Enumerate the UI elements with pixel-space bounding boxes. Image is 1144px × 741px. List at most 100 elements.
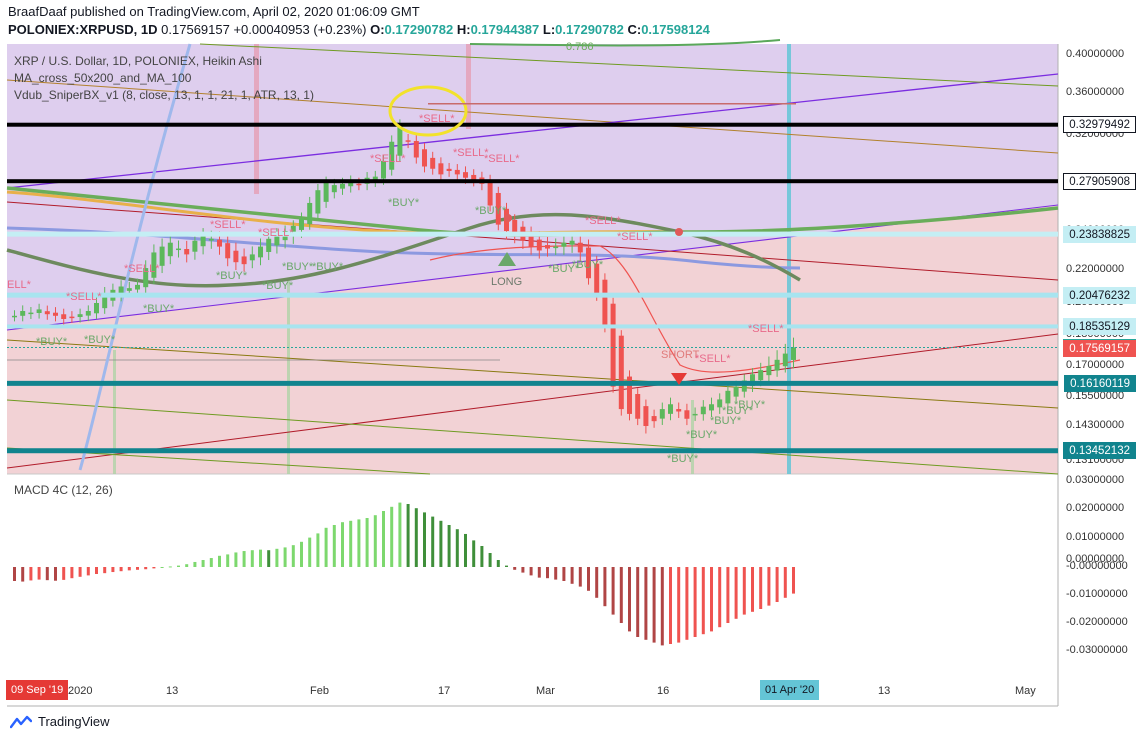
price-tick: 0.36000000	[1066, 86, 1125, 98]
cross-dot	[675, 228, 683, 236]
candle-body	[208, 238, 214, 241]
macd-bar	[677, 567, 681, 643]
macd-bar	[439, 520, 443, 567]
candle-body	[69, 316, 75, 319]
svg-text:*SELL*: *SELL*	[484, 153, 520, 165]
macd-bar	[496, 560, 500, 567]
macd-bar	[152, 567, 156, 569]
macd-bar	[242, 551, 246, 567]
macd-bar	[775, 567, 779, 602]
macd-bar	[767, 567, 771, 606]
horizontal-level[interactable]	[7, 324, 1058, 329]
indicator-ma-cross[interactable]: MA_cross_50x200_and_MA_100	[14, 71, 192, 85]
horizontal-level[interactable]	[7, 179, 1058, 184]
macd-bar	[45, 567, 49, 581]
candle-body	[118, 286, 124, 296]
candle-body	[774, 359, 780, 371]
macd-bar	[546, 567, 549, 579]
svg-text:*BUY*: *BUY*	[710, 415, 742, 427]
macd-bar	[103, 567, 107, 574]
macd-bar	[341, 522, 344, 567]
horizontal-level[interactable]	[7, 231, 1058, 237]
candle-body	[717, 399, 723, 408]
time-tick: 2020	[68, 685, 93, 697]
low-label: L:	[542, 22, 556, 37]
macd-bar	[505, 565, 508, 567]
candle-body	[249, 254, 255, 261]
macd-bar	[726, 567, 730, 623]
candle-body	[200, 234, 206, 247]
macd-bar	[275, 548, 279, 567]
event-marker	[466, 44, 471, 129]
chart-title[interactable]: XRP / U.S. Dollar, 1D, POLONIEX, Heikin …	[14, 54, 262, 68]
candle-body	[356, 183, 362, 186]
time-tick: 13	[166, 685, 179, 697]
candle-body	[151, 252, 157, 278]
candle-body	[577, 242, 583, 253]
candle-body	[20, 311, 26, 316]
macd-bar	[37, 567, 41, 580]
svg-text:*BUY*: *BUY*	[143, 303, 175, 315]
candle-body	[225, 243, 231, 259]
close-value: 0.17598124	[641, 22, 710, 37]
candle-body	[397, 125, 403, 156]
macd-bar	[398, 502, 402, 567]
macd-bar	[521, 567, 525, 573]
horizontal-level[interactable]	[7, 292, 1058, 298]
svg-text:*SELL*: *SELL*	[210, 219, 246, 231]
candle-body	[28, 312, 34, 315]
symbol-info[interactable]: POLONIEX:XRPUSD, 1D	[8, 22, 158, 37]
macd-bar	[792, 567, 795, 594]
svg-text:*SELL*: *SELL*	[124, 263, 160, 275]
candle-body	[438, 163, 444, 175]
svg-text:*BUY*: *BUY*	[312, 261, 344, 273]
macd-bar	[357, 519, 361, 567]
macd-bar	[464, 533, 467, 567]
candle-body	[340, 183, 345, 189]
candle-body	[323, 182, 329, 202]
macd-bar	[300, 541, 303, 567]
macd-pane-bg	[7, 474, 1058, 706]
price-label: 0.23838825	[1063, 225, 1136, 243]
macd-bar	[250, 550, 254, 567]
candle-body	[487, 180, 493, 206]
macd-tick: -0.02000000	[1066, 616, 1128, 628]
candle-body	[241, 256, 247, 265]
candle-body	[471, 174, 477, 180]
tradingview-footer[interactable]: TradingView	[10, 714, 110, 729]
macd-tick: 0.01000000	[1066, 531, 1125, 543]
svg-text:*SELL*: *SELL*	[419, 113, 455, 125]
tradingview-brand: TradingView	[38, 714, 110, 729]
horizontal-level[interactable]	[7, 448, 1058, 454]
candle-body	[545, 245, 550, 249]
macd-bar	[349, 520, 353, 567]
time-tick: Feb	[310, 685, 329, 697]
candle-body	[668, 404, 673, 414]
macd-bar	[29, 567, 33, 581]
candle-body	[643, 406, 649, 426]
candle-body	[184, 249, 190, 255]
candle-body	[758, 370, 764, 381]
fib-label: 0.786	[566, 41, 594, 53]
candle-body	[102, 293, 108, 309]
macd-bar	[177, 565, 180, 567]
svg-text:*SELL*: *SELL*	[695, 353, 731, 365]
close-label: C:	[627, 22, 642, 37]
indicator-sniper[interactable]: Vdub_SniperBX_v1 (8, close, 13, 1, 1, 21…	[14, 88, 314, 102]
price-label: 0.13452132	[1063, 442, 1136, 460]
price-label: 0.20476232	[1063, 286, 1136, 304]
horizontal-level[interactable]	[7, 380, 1058, 386]
resistance-line	[428, 103, 796, 105]
macd-bar	[119, 567, 123, 572]
horizontal-level[interactable]	[7, 122, 1058, 127]
candle-body	[750, 374, 755, 387]
svg-text:*SELL*: *SELL*	[585, 215, 621, 227]
high-value: 0.17944387	[470, 22, 540, 37]
macd-bar	[619, 567, 623, 623]
macd-bar	[603, 567, 607, 607]
trendline	[6, 399, 1059, 475]
candle-body	[651, 416, 657, 422]
indicator-macd[interactable]: MACD 4C (12, 26)	[14, 483, 113, 497]
macd-tick: 0.00000000	[1066, 553, 1125, 565]
